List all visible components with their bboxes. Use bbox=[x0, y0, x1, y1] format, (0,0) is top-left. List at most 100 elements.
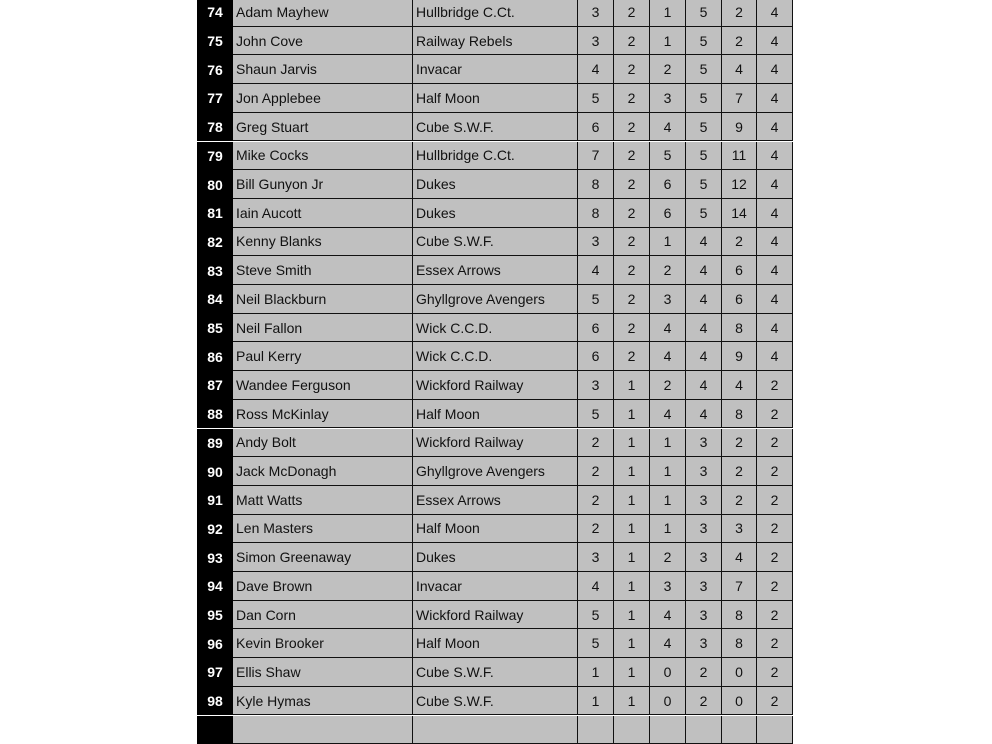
stat-cell[interactable]: 6 bbox=[578, 342, 614, 371]
stat-cell[interactable]: 4 bbox=[757, 228, 793, 257]
stat-cell[interactable]: 2 bbox=[757, 572, 793, 601]
team-cell[interactable]: Cube S.W.F. bbox=[413, 687, 578, 716]
stat-cell[interactable]: 4 bbox=[686, 400, 722, 429]
stat-cell[interactable]: 0 bbox=[650, 658, 686, 687]
stat-cell[interactable]: 3 bbox=[650, 285, 686, 314]
team-cell[interactable]: Dukes bbox=[413, 199, 578, 228]
team-cell[interactable]: Invacar bbox=[413, 572, 578, 601]
stat-cell[interactable]: 2 bbox=[614, 285, 650, 314]
rank-cell[interactable]: 77 bbox=[197, 84, 233, 113]
team-cell[interactable]: Half Moon bbox=[413, 84, 578, 113]
stat-cell[interactable]: 4 bbox=[650, 601, 686, 630]
stat-cell[interactable]: 2 bbox=[757, 543, 793, 572]
stat-cell[interactable]: 5 bbox=[578, 84, 614, 113]
stat-cell[interactable]: 9 bbox=[722, 342, 757, 371]
stat-cell[interactable]: 2 bbox=[757, 486, 793, 515]
player-name-cell[interactable]: Jack McDonagh bbox=[233, 457, 413, 486]
player-name-cell[interactable]: Jon Applebee bbox=[233, 84, 413, 113]
stat-cell[interactable]: 1 bbox=[650, 228, 686, 257]
player-name-cell[interactable]: Kyle Hymas bbox=[233, 687, 413, 716]
stat-cell[interactable]: 2 bbox=[614, 142, 650, 171]
player-name-cell[interactable]: Andy Bolt bbox=[233, 429, 413, 458]
stat-cell[interactable]: 11 bbox=[722, 142, 757, 171]
stat-cell[interactable]: 5 bbox=[686, 27, 722, 56]
stat-cell[interactable]: 0 bbox=[722, 687, 757, 716]
stat-cell[interactable]: 2 bbox=[614, 84, 650, 113]
stat-cell[interactable]: 3 bbox=[686, 457, 722, 486]
rank-cell[interactable]: 84 bbox=[197, 285, 233, 314]
stat-cell[interactable]: 1 bbox=[614, 457, 650, 486]
stat-cell[interactable]: 4 bbox=[722, 55, 757, 84]
stat-cell[interactable]: 3 bbox=[578, 27, 614, 56]
stat-cell[interactable]: 8 bbox=[722, 629, 757, 658]
stat-cell[interactable]: 2 bbox=[614, 228, 650, 257]
stat-cell[interactable]: 1 bbox=[614, 400, 650, 429]
stat-cell[interactable]: 5 bbox=[578, 285, 614, 314]
stat-cell[interactable]: 4 bbox=[650, 113, 686, 142]
stat-cell[interactable]: 4 bbox=[650, 314, 686, 343]
rank-cell[interactable]: 98 bbox=[197, 687, 233, 716]
rank-cell[interactable]: 89 bbox=[197, 429, 233, 458]
team-cell[interactable]: Cube S.W.F. bbox=[413, 228, 578, 257]
stat-cell[interactable]: 2 bbox=[757, 658, 793, 687]
rank-cell[interactable]: 75 bbox=[197, 27, 233, 56]
player-name-cell[interactable]: Mike Cocks bbox=[233, 142, 413, 171]
rank-cell[interactable]: 87 bbox=[197, 371, 233, 400]
stat-cell[interactable]: 2 bbox=[722, 429, 757, 458]
stat-cell[interactable]: 4 bbox=[686, 228, 722, 257]
player-name-cell[interactable]: Len Masters bbox=[233, 515, 413, 544]
stat-cell[interactable]: 2 bbox=[757, 629, 793, 658]
stat-cell[interactable]: 3 bbox=[650, 84, 686, 113]
stat-cell[interactable]: 4 bbox=[757, 84, 793, 113]
team-cell[interactable]: Dukes bbox=[413, 543, 578, 572]
player-name-cell[interactable]: John Cove bbox=[233, 27, 413, 56]
stat-cell[interactable]: 2 bbox=[650, 543, 686, 572]
player-name-cell[interactable]: Paul Kerry bbox=[233, 342, 413, 371]
stat-cell[interactable]: 3 bbox=[686, 486, 722, 515]
stat-cell[interactable]: 8 bbox=[722, 601, 757, 630]
stat-cell[interactable]: 4 bbox=[757, 199, 793, 228]
stat-cell[interactable]: 5 bbox=[686, 170, 722, 199]
stat-cell[interactable]: 2 bbox=[757, 687, 793, 716]
stat-cell[interactable]: 4 bbox=[650, 342, 686, 371]
rank-cell[interactable]: 74 bbox=[197, 0, 233, 27]
stat-cell[interactable]: 4 bbox=[757, 256, 793, 285]
stat-cell[interactable]: 1 bbox=[614, 486, 650, 515]
stat-cell[interactable]: 5 bbox=[686, 199, 722, 228]
player-name-cell[interactable]: Adam Mayhew bbox=[233, 0, 413, 27]
rank-cell[interactable]: 81 bbox=[197, 199, 233, 228]
rank-cell[interactable]: 80 bbox=[197, 170, 233, 199]
stat-cell[interactable]: 8 bbox=[722, 400, 757, 429]
rank-cell[interactable]: 88 bbox=[197, 400, 233, 429]
stat-cell[interactable]: 6 bbox=[650, 170, 686, 199]
stat-cell[interactable]: 2 bbox=[578, 515, 614, 544]
rank-cell[interactable]: 79 bbox=[197, 142, 233, 171]
stat-cell[interactable]: 4 bbox=[686, 371, 722, 400]
player-name-cell[interactable]: Kevin Brooker bbox=[233, 629, 413, 658]
stat-cell[interactable]: 5 bbox=[686, 142, 722, 171]
team-cell[interactable]: Dukes bbox=[413, 170, 578, 199]
team-cell[interactable]: Cube S.W.F. bbox=[413, 113, 578, 142]
stat-cell[interactable]: 2 bbox=[686, 658, 722, 687]
stat-cell[interactable]: 2 bbox=[614, 27, 650, 56]
stat-cell[interactable]: 6 bbox=[722, 256, 757, 285]
stat-cell[interactable]: 4 bbox=[757, 342, 793, 371]
stat-cell[interactable]: 5 bbox=[650, 142, 686, 171]
stat-cell[interactable]: 5 bbox=[578, 629, 614, 658]
rank-cell[interactable]: 96 bbox=[197, 629, 233, 658]
stat-cell[interactable]: 4 bbox=[757, 0, 793, 27]
rank-cell[interactable]: 94 bbox=[197, 572, 233, 601]
stat-cell[interactable]: 3 bbox=[722, 515, 757, 544]
stat-cell[interactable]: 4 bbox=[686, 256, 722, 285]
stat-cell[interactable]: 1 bbox=[650, 0, 686, 27]
stat-cell[interactable]: 2 bbox=[614, 314, 650, 343]
team-cell[interactable]: Wickford Railway bbox=[413, 429, 578, 458]
stat-cell[interactable]: 1 bbox=[614, 515, 650, 544]
stat-cell[interactable]: 8 bbox=[578, 170, 614, 199]
player-name-cell[interactable]: Steve Smith bbox=[233, 256, 413, 285]
stat-cell[interactable]: 3 bbox=[686, 543, 722, 572]
stat-cell[interactable]: 4 bbox=[757, 170, 793, 199]
stat-cell[interactable]: 1 bbox=[614, 572, 650, 601]
rank-cell[interactable]: 93 bbox=[197, 543, 233, 572]
stat-cell[interactable]: 2 bbox=[578, 429, 614, 458]
